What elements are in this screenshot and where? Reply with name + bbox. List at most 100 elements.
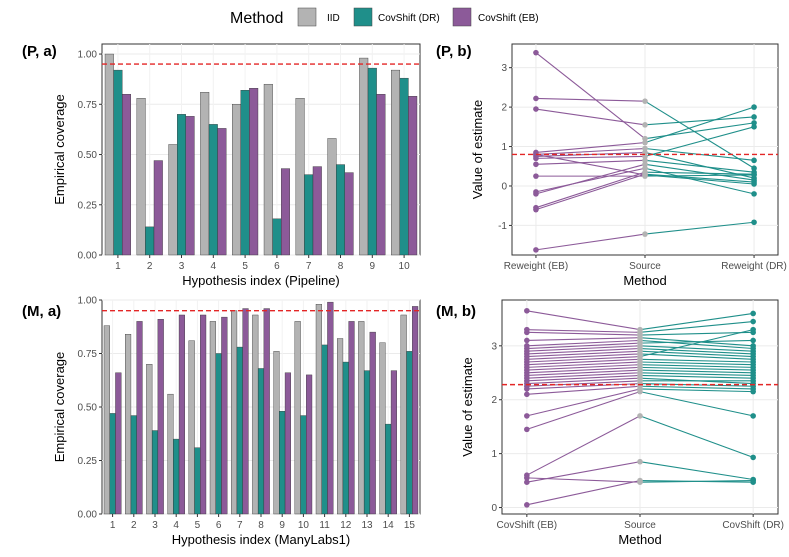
segment-eb — [526, 361, 641, 368]
bar-dr — [363, 370, 371, 515]
point-dr — [750, 388, 756, 395]
bar-dr — [406, 351, 413, 515]
segment-dr — [639, 329, 754, 358]
segment-dr — [639, 353, 754, 360]
point-dr — [750, 326, 756, 333]
point-eb — [533, 155, 539, 162]
x-tick-label: 11 — [319, 520, 330, 531]
segment-dr — [639, 339, 754, 350]
bar-dr — [145, 226, 155, 256]
y-tick-label: 0 — [491, 503, 497, 514]
bar-iid — [400, 314, 407, 515]
x-axis-title: Method — [618, 532, 661, 547]
x-tick-label: 9 — [370, 261, 376, 272]
legend-swatch-dr — [353, 7, 373, 27]
segment-eb — [526, 372, 641, 379]
point-source — [642, 139, 648, 146]
y-tick-label: 1 — [501, 142, 507, 153]
legend-title: Method — [230, 10, 283, 27]
y-tick-label: 2 — [501, 103, 507, 114]
point-source — [642, 231, 648, 237]
x-tick-label: 3 — [152, 520, 158, 531]
point-eb — [524, 391, 530, 398]
segment-eb — [526, 350, 641, 358]
panel-tag: (M, a) — [22, 303, 61, 320]
segment-eb — [526, 477, 641, 483]
x-tick-label: CovShift (DR) — [722, 520, 784, 531]
point-dr — [751, 157, 757, 164]
x-axis-title: Hypothesis index (ManyLabs1) — [172, 532, 350, 547]
y-axis-title: Empirical coverage — [52, 352, 67, 463]
x-tick-label: 2 — [131, 520, 137, 531]
bar-dr — [304, 174, 314, 256]
bar-dr — [279, 411, 286, 515]
point-dr — [750, 477, 756, 484]
x-tick-label: 10 — [399, 261, 411, 272]
bar-iid — [136, 98, 146, 256]
x-tick-label: 8 — [258, 520, 264, 531]
segment-eb — [526, 385, 641, 395]
segment-dr — [639, 374, 754, 379]
point-eb — [533, 95, 539, 102]
legend-label-eb: CovShift (EB) — [478, 13, 539, 24]
x-tick-label: 1 — [115, 261, 121, 272]
x-tick-label: 6 — [216, 520, 222, 531]
y-tick-label: 3 — [491, 341, 497, 352]
segment-eb — [535, 147, 646, 155]
bar-eb — [348, 321, 355, 515]
bar-dr — [342, 361, 349, 515]
segment-dr — [639, 361, 754, 366]
segment-dr — [644, 126, 755, 157]
point-eb — [524, 386, 530, 392]
bar-iid — [188, 340, 195, 515]
x-tick-label: 4 — [173, 520, 179, 531]
point-eb — [533, 173, 539, 179]
bar-dr — [385, 423, 392, 515]
bar-eb — [136, 321, 143, 515]
bar-iid — [252, 314, 259, 515]
x-tick-label: 1 — [110, 520, 116, 531]
bar-dr — [109, 413, 116, 515]
segment-eb — [526, 310, 641, 331]
y-tick-label: 1.00 — [78, 296, 98, 307]
bar-iid — [103, 325, 110, 515]
segment-dr — [639, 364, 754, 368]
y-tick-label: 0.00 — [78, 251, 98, 262]
x-tick-label: 10 — [298, 520, 310, 531]
x-tick-label: 5 — [242, 261, 248, 272]
segment-dr — [639, 312, 754, 331]
bar-eb — [284, 372, 291, 515]
x-tick-label: 14 — [383, 520, 395, 531]
x-tick-label: CovShift (EB) — [497, 520, 558, 531]
point-source — [637, 413, 643, 419]
x-tick-label: 12 — [340, 520, 352, 531]
x-tick-label: 2 — [147, 261, 153, 272]
point-dr — [750, 337, 756, 344]
x-tick-label: 3 — [179, 261, 185, 272]
segment-dr — [639, 415, 754, 458]
point-eb — [533, 247, 539, 253]
segment-eb — [535, 159, 646, 165]
point-source — [642, 145, 648, 152]
point-source — [642, 135, 648, 142]
segment-eb — [526, 347, 641, 355]
x-tick-label: 15 — [404, 520, 416, 531]
legend-label-dr: CovShift (DR) — [378, 13, 440, 24]
point-dr — [751, 191, 757, 197]
bar-dr — [177, 114, 186, 256]
segment-eb — [535, 167, 646, 193]
point-source — [642, 161, 648, 168]
point-dr — [751, 114, 757, 120]
segment-eb — [526, 337, 641, 341]
segment-eb — [526, 342, 641, 350]
segment-dr — [644, 163, 755, 181]
x-tick-label: Reweight (DR) — [721, 261, 787, 272]
y-axis-title: Value of estimate — [460, 357, 475, 456]
segment-eb — [535, 163, 646, 195]
bar-dr — [300, 415, 307, 515]
point-source — [637, 388, 643, 395]
bar-dr — [240, 90, 250, 256]
bar-iid — [327, 138, 337, 256]
y-tick-label: 3 — [501, 63, 507, 74]
bar-dr — [215, 353, 222, 515]
